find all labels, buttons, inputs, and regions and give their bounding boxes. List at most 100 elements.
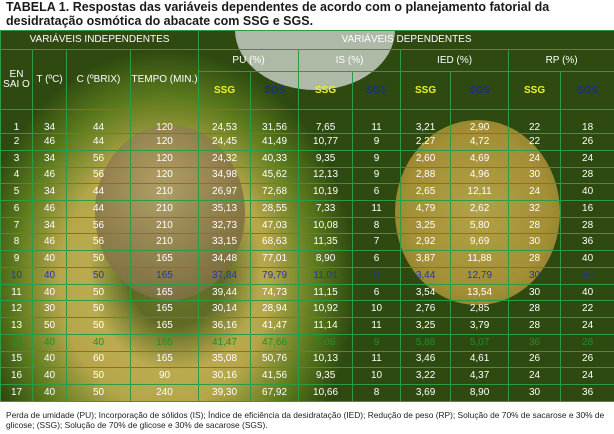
table-cell: 30	[508, 266, 562, 285]
table-cell: 3,25	[400, 317, 452, 335]
table-cell: 4,37	[450, 367, 510, 386]
table-cell: 10,77	[298, 133, 354, 151]
table-cell: 11,01	[298, 266, 354, 285]
table-cell: 22	[508, 109, 562, 135]
header-pu-ssg: SSG	[198, 70, 252, 111]
table-cell: 11	[352, 350, 402, 369]
table-row: 9 40 50 165 34,48 77,01 8,90 6 3,87 11,88 28 40	[0, 250, 614, 268]
table-cell: 56	[66, 216, 131, 235]
table-row: 6 46 44 210 35,13 28,55 7,33 11 4,79 2,62 32 16	[0, 200, 614, 218]
table-cell: 165	[129, 350, 200, 369]
table-row: 3 34 56 120 24,32 40,33 9,35 9 2,60 4,69 24 24	[0, 149, 614, 168]
table-cell: 18	[560, 109, 614, 135]
table-cell: 33,15	[198, 233, 252, 252]
table-cell: 60	[66, 350, 131, 369]
table-cell: 24	[560, 367, 614, 386]
table-cell: 12	[0, 300, 33, 319]
table-row: 16 40 50 90 30,16 41,56 9,35 10 3,22 4,37 24 24	[0, 367, 614, 386]
header-c: C (ºBRIX)	[66, 49, 131, 111]
table-cell: 79,79	[250, 266, 300, 285]
table-cell: 16	[560, 200, 614, 218]
table-cell: 10,19	[298, 183, 354, 201]
table-row: 5 34 44 210 26,97 72,68 10,19 6 2,65 12,11 24 40	[0, 183, 614, 201]
table-cell: 8,90	[450, 384, 510, 402]
table-cell: 4,69	[450, 149, 510, 168]
table-row: 15 40 60 165 35,08 50,76 10,13 11 3,46 4,61 26 26	[0, 350, 614, 369]
table-cell: 3,87	[400, 250, 452, 268]
table-cell: 40	[32, 250, 67, 268]
table-cell: 30	[508, 233, 562, 252]
table-cell: 11,14	[298, 317, 354, 335]
table-cell: 34	[32, 183, 67, 201]
table-cell: 6	[352, 283, 402, 302]
table-cell: 210	[129, 233, 200, 252]
table-cell: 2,88	[400, 166, 452, 185]
table-cell: 37,84	[198, 266, 252, 285]
table-cell: 13,54	[450, 283, 510, 302]
table-cell: 24,53	[198, 109, 252, 135]
table-cell: 3,54	[400, 283, 452, 302]
table-cell: 45,62	[250, 166, 300, 185]
table-cell: 24	[560, 317, 614, 335]
table-cell: 31,56	[250, 109, 300, 135]
table-cell: 40	[32, 266, 67, 285]
table-cell: 3,44	[400, 266, 452, 285]
table-cell: 74,73	[250, 283, 300, 302]
header-is-sgs: SGS	[352, 70, 402, 111]
table-cell: 44	[66, 109, 131, 135]
table-row: 7 34 56 210 32,73 47,03 10,08 8 3,25 5,80 28 28	[0, 216, 614, 235]
header-tempo: TEMPO (MIN.)	[129, 49, 200, 111]
table-cell: 35,13	[198, 200, 252, 218]
table-cell: 41,56	[250, 367, 300, 386]
table-cell: 12,11	[450, 183, 510, 201]
table-cell: 1	[0, 109, 33, 135]
table-cell: 210	[129, 216, 200, 235]
table-cell: 11,35	[298, 233, 354, 252]
header-ied-ssg: SSG	[400, 70, 452, 111]
table-cell: 10	[352, 300, 402, 319]
table-row: 17 40 50 240 39,30 67,92 10,66 8 3,69 8,90 30 36	[0, 384, 614, 402]
table-cell: 28	[560, 333, 614, 352]
table-cell: 2,85	[450, 300, 510, 319]
table-cell: 34	[32, 109, 67, 135]
table-cell: 210	[129, 200, 200, 218]
table-cell: 24	[508, 183, 562, 201]
table-cell: 30	[32, 300, 67, 319]
table-cell: 9,69	[450, 233, 510, 252]
table-cell: 16	[0, 367, 33, 386]
table-row: 11 40 50 165 39,44 74,73 11,15 6 3,54 13,54 30 40	[0, 283, 614, 302]
table-row: 13 50 50 165 36,16 41,47 11,14 11 3,25 3,79 28 24	[0, 317, 614, 335]
table-cell: 30,14	[198, 300, 252, 319]
table-cell: 10,66	[298, 384, 354, 402]
table-cell: 30	[508, 283, 562, 302]
table-cell: 6	[352, 250, 402, 268]
table-cell: 28	[508, 317, 562, 335]
table-cell: 120	[129, 109, 200, 135]
table-cell: 30	[508, 384, 562, 402]
table-title-text: Respostas das variáveis dependentes de a…	[6, 0, 550, 28]
table-cell: 30	[508, 166, 562, 185]
table-cell: 165	[129, 333, 200, 352]
table-cell: 24	[508, 149, 562, 168]
table-cell: 34,98	[198, 166, 252, 185]
header-is-ssg: SSG	[298, 70, 354, 111]
header-independent: VARIÁVEIS INDEPENDENTES	[0, 29, 200, 51]
table-cell: 50	[66, 250, 131, 268]
table-cell: 4	[0, 166, 33, 185]
table-cell: 120	[129, 133, 200, 151]
table-cell: 28	[508, 250, 562, 268]
table-cell: 32,73	[198, 216, 252, 235]
table-cell: 35,08	[198, 350, 252, 369]
table-cell: 40	[66, 333, 131, 352]
table-cell: 50	[66, 300, 131, 319]
table-cell: 44	[66, 133, 131, 151]
table-cell: 9,35	[298, 367, 354, 386]
table-row: 14 40 40 165 41,47 47,66 7,06 9 5,88 5,07 36 28	[0, 333, 614, 352]
table-cell: 40	[560, 283, 614, 302]
table-cell: 11	[0, 283, 33, 302]
table-cell: 165	[129, 250, 200, 268]
table-cell: 7	[352, 233, 402, 252]
table-cell: 2	[0, 133, 33, 151]
table-cell: 28	[560, 216, 614, 235]
table-cell: 77,01	[250, 250, 300, 268]
